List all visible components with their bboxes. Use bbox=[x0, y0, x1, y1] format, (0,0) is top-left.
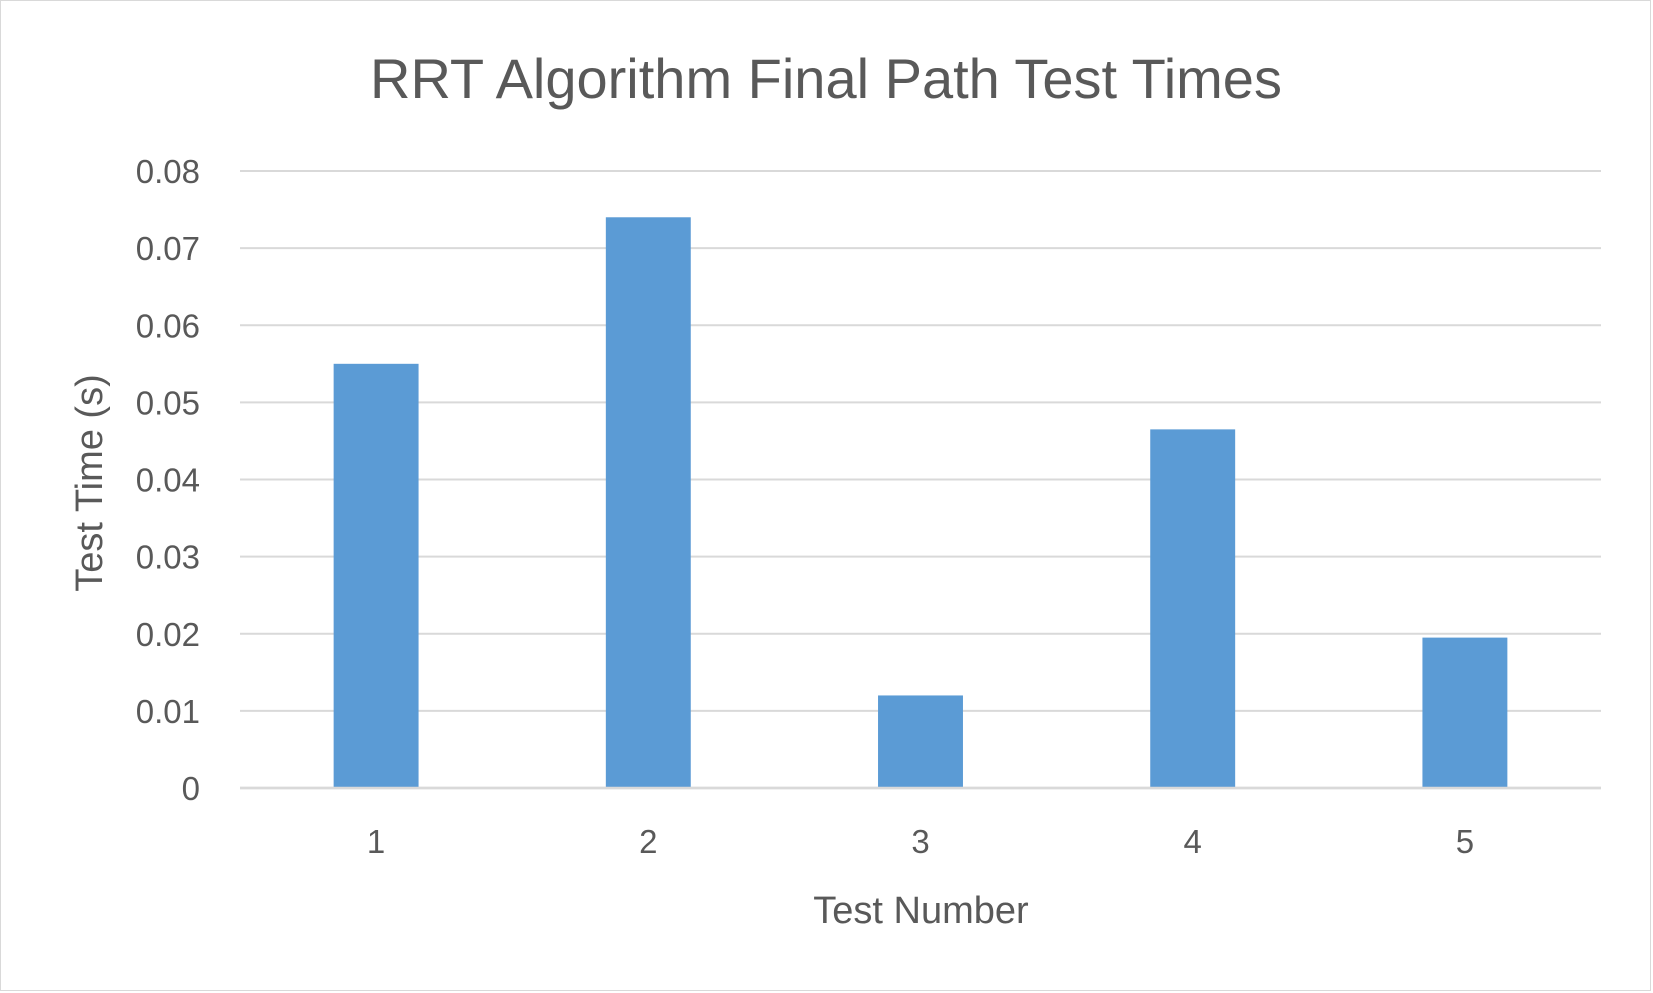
x-tick-label: 4 bbox=[1184, 823, 1202, 860]
y-tick-label: 0.04 bbox=[136, 462, 200, 499]
x-axis-title: Test Number bbox=[813, 890, 1029, 932]
y-tick-label: 0.05 bbox=[136, 384, 200, 421]
y-axis-title: Test Time (s) bbox=[69, 374, 111, 591]
y-tick-label: 0.07 bbox=[136, 230, 200, 267]
bars bbox=[333, 217, 1508, 788]
x-tick-label: 3 bbox=[911, 823, 929, 860]
bar-test-4 bbox=[1150, 429, 1236, 788]
x-tick-label: 5 bbox=[1456, 823, 1474, 860]
chart-title: RRT Algorithm Final Path Test Times bbox=[370, 47, 1282, 110]
y-axis-tick-labels: 0 0.01 0.02 0.03 0.04 0.05 0.06 0.07 0.08 bbox=[136, 153, 200, 807]
bar-test-3 bbox=[878, 695, 963, 788]
y-tick-label: 0.02 bbox=[136, 616, 200, 653]
x-tick-label: 2 bbox=[639, 823, 657, 860]
y-tick-label: 0 bbox=[182, 770, 200, 807]
bar-test-1 bbox=[333, 363, 419, 788]
y-tick-label: 0.08 bbox=[136, 153, 200, 190]
y-tick-label: 0.01 bbox=[136, 693, 200, 730]
x-axis-tick-labels: 1 2 3 4 5 bbox=[367, 823, 1474, 860]
y-tick-label: 0.06 bbox=[136, 307, 200, 344]
y-tick-label: 0.03 bbox=[136, 539, 200, 576]
bar-test-2 bbox=[605, 217, 691, 788]
gridlines bbox=[240, 170, 1601, 790]
x-tick-label: 1 bbox=[367, 823, 385, 860]
bar-test-5 bbox=[1422, 637, 1508, 788]
